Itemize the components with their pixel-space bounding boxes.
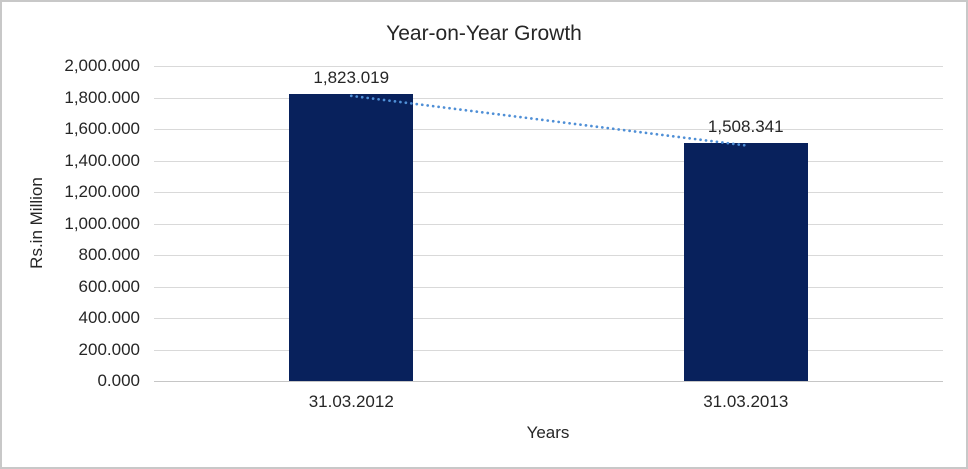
y-axis-tick-label: 0.000 bbox=[97, 371, 140, 390]
gridline bbox=[154, 192, 943, 193]
x-axis-title: Years bbox=[526, 423, 570, 442]
gridline bbox=[154, 161, 943, 162]
chart-title: Year-on-Year Growth bbox=[386, 22, 582, 45]
y-axis-tick-label: 800.000 bbox=[78, 245, 140, 264]
gridline bbox=[154, 318, 943, 319]
y-axis-tick-label: 600.000 bbox=[78, 277, 140, 296]
gridline bbox=[154, 381, 943, 382]
y-axis-tick-label: 200.000 bbox=[78, 340, 140, 359]
x-axis-tick-label: 31.03.2013 bbox=[703, 392, 789, 411]
gridline bbox=[154, 255, 943, 256]
data-label: 1,823.019 bbox=[313, 67, 390, 87]
bar bbox=[289, 93, 414, 381]
gridline bbox=[154, 287, 943, 288]
gridline bbox=[154, 350, 943, 351]
gridline bbox=[154, 98, 943, 99]
data-label: 1,508.341 bbox=[707, 117, 784, 137]
gridline bbox=[154, 66, 943, 67]
y-axis-tick-label: 1,000.000 bbox=[64, 214, 140, 233]
y-axis-tick-label: 1,600.000 bbox=[64, 119, 140, 138]
gridline bbox=[154, 224, 943, 225]
x-axis-tick-label: 31.03.2012 bbox=[308, 392, 394, 411]
y-axis-tick-label: 2,000.000 bbox=[64, 56, 140, 75]
y-axis-tick-label: 1,400.000 bbox=[64, 151, 140, 170]
bar bbox=[683, 143, 808, 381]
y-axis-tick-label: 1,800.000 bbox=[64, 88, 140, 107]
y-axis-tick-label: 1,200.000 bbox=[64, 182, 140, 201]
gridline bbox=[154, 129, 943, 130]
y-axis-tick-label: 400.000 bbox=[78, 308, 140, 327]
